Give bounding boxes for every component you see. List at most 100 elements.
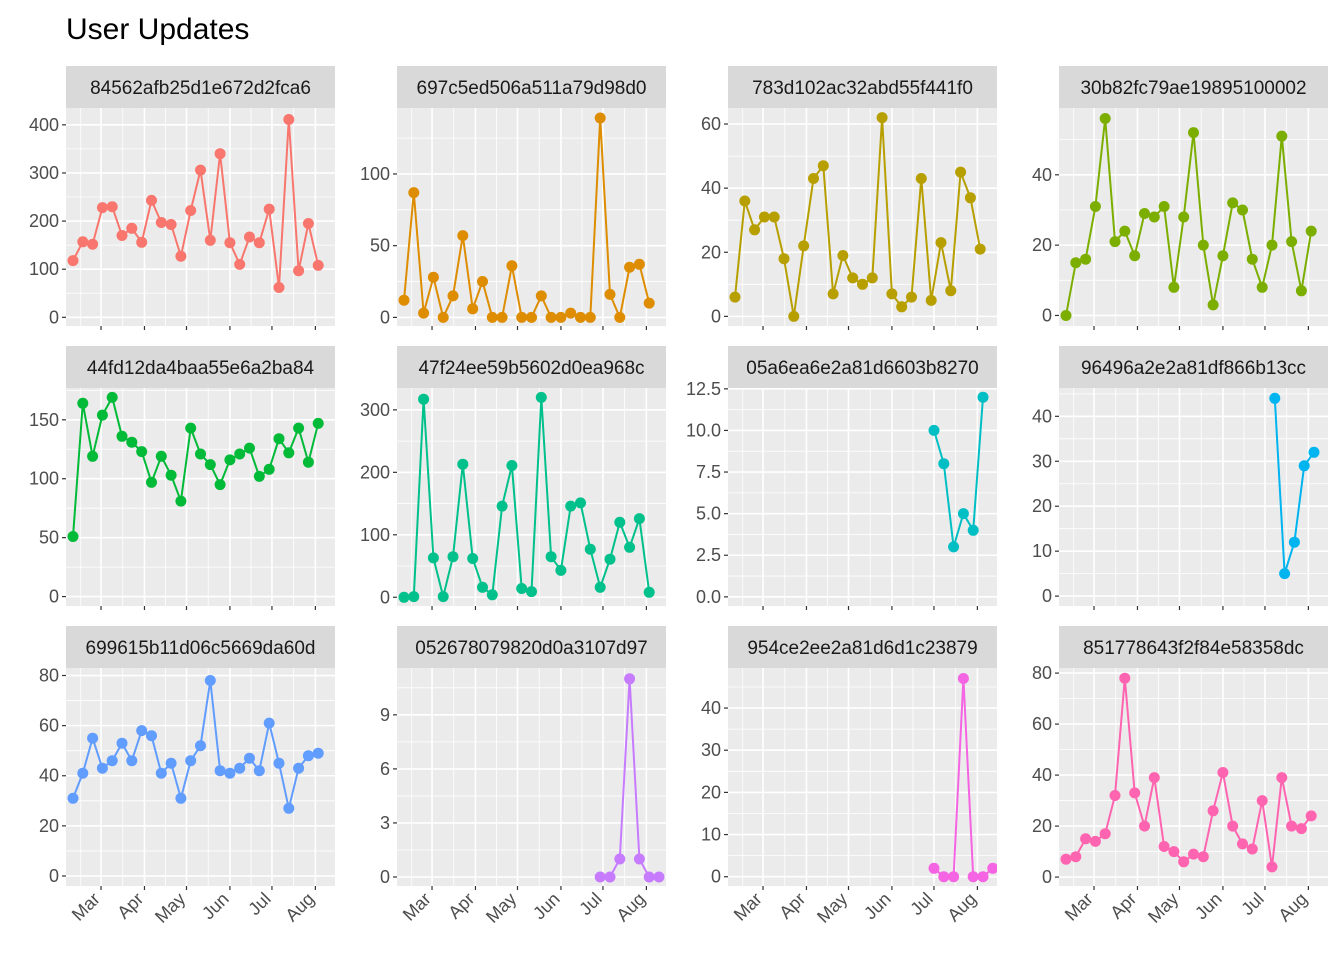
data-point xyxy=(584,311,596,323)
data-point xyxy=(96,409,108,421)
data-point xyxy=(126,222,138,234)
data-point xyxy=(1139,208,1150,219)
y-tick-label: 20 xyxy=(701,242,721,262)
data-point xyxy=(817,160,829,172)
data-point xyxy=(948,541,960,553)
data-point xyxy=(977,871,989,883)
data-point xyxy=(273,433,285,445)
data-point xyxy=(1256,795,1268,807)
panel-background xyxy=(397,668,666,886)
data-point xyxy=(87,238,99,250)
data-point xyxy=(234,258,246,270)
data-point xyxy=(283,802,295,814)
facet-strip-label: 697c5ed506a511a79d98d0 xyxy=(417,78,647,99)
data-point xyxy=(87,450,99,462)
data-point xyxy=(1266,861,1278,873)
data-point xyxy=(496,500,508,512)
data-point xyxy=(467,553,479,564)
data-point xyxy=(263,203,275,215)
y-tick-label: 30 xyxy=(701,740,721,760)
y-tick-label: 200 xyxy=(360,462,390,482)
data-point xyxy=(545,551,557,563)
data-point xyxy=(283,447,295,459)
data-point xyxy=(1269,392,1281,404)
panel: 44fd12da4baa55e6a2ba84 0 50 100 150 xyxy=(29,346,335,610)
data-point xyxy=(827,288,839,300)
series-line xyxy=(734,117,982,317)
y-tick-label: 0 xyxy=(711,867,721,887)
data-point xyxy=(312,417,324,429)
chart-title: User Updates xyxy=(66,13,249,46)
data-point xyxy=(77,767,89,779)
y-tick-label: 30 xyxy=(1032,451,1052,471)
y-tick-label: 0.0 xyxy=(696,587,721,607)
data-point xyxy=(729,291,741,303)
series-line xyxy=(1065,118,1313,316)
data-point xyxy=(906,291,917,303)
y-tick-label: 20 xyxy=(701,782,721,802)
y-tick-label: 80 xyxy=(1032,663,1052,683)
panel: 783d102ac32abd55f441f0 0 20 40 60 xyxy=(701,66,997,330)
data-point xyxy=(526,586,537,598)
facet-strip xyxy=(397,66,666,108)
data-point xyxy=(506,260,518,272)
data-point xyxy=(234,448,246,460)
data-point xyxy=(1148,211,1160,223)
data-point xyxy=(234,762,246,774)
data-point xyxy=(1308,446,1320,458)
data-point xyxy=(778,253,790,265)
data-point xyxy=(925,294,937,306)
data-point xyxy=(957,508,969,520)
data-point xyxy=(594,112,606,124)
data-point xyxy=(1089,201,1101,212)
data-point xyxy=(165,757,177,769)
data-point xyxy=(739,195,751,207)
data-point xyxy=(1178,211,1190,223)
series xyxy=(67,675,324,814)
y-tick-label: 60 xyxy=(701,114,721,134)
data-point xyxy=(1129,250,1141,262)
data-point xyxy=(165,469,177,481)
data-point xyxy=(146,730,157,742)
gridlines xyxy=(728,668,997,886)
data-point xyxy=(1099,113,1111,124)
data-point xyxy=(915,173,927,184)
series-line xyxy=(933,397,984,548)
data-point xyxy=(857,278,868,290)
facet-strip-label: 851778643f2f84e58358dc xyxy=(1083,638,1304,659)
data-point xyxy=(224,237,236,249)
data-point xyxy=(896,301,908,313)
data-point xyxy=(1246,253,1258,265)
data-point xyxy=(808,173,819,184)
data-point xyxy=(273,757,285,769)
y-tick-label: 0 xyxy=(1042,867,1052,887)
data-point xyxy=(1080,253,1092,265)
gridlines xyxy=(66,668,335,886)
y-tick-label: 0 xyxy=(380,307,390,327)
facet-strip-label: 052678079820d0a3107d97 xyxy=(415,638,647,659)
data-point xyxy=(155,217,167,228)
data-point xyxy=(1119,225,1131,237)
data-point xyxy=(1188,127,1199,139)
data-point xyxy=(1227,197,1239,209)
data-point xyxy=(418,393,430,405)
y-tick-label: 0 xyxy=(380,867,390,887)
data-point xyxy=(67,531,79,542)
data-point xyxy=(1286,820,1298,832)
data-point xyxy=(643,871,655,883)
data-point xyxy=(155,450,167,462)
data-point xyxy=(643,586,655,598)
data-point xyxy=(1286,236,1298,248)
data-point xyxy=(195,448,206,460)
data-point xyxy=(477,276,488,287)
data-point xyxy=(87,732,99,744)
data-point xyxy=(1158,841,1170,852)
data-point xyxy=(214,765,226,777)
panel-background xyxy=(66,668,335,886)
facet-strip xyxy=(1059,66,1328,108)
data-point xyxy=(253,765,265,777)
data-point xyxy=(185,422,197,434)
data-point xyxy=(447,290,459,302)
data-point xyxy=(67,792,79,804)
